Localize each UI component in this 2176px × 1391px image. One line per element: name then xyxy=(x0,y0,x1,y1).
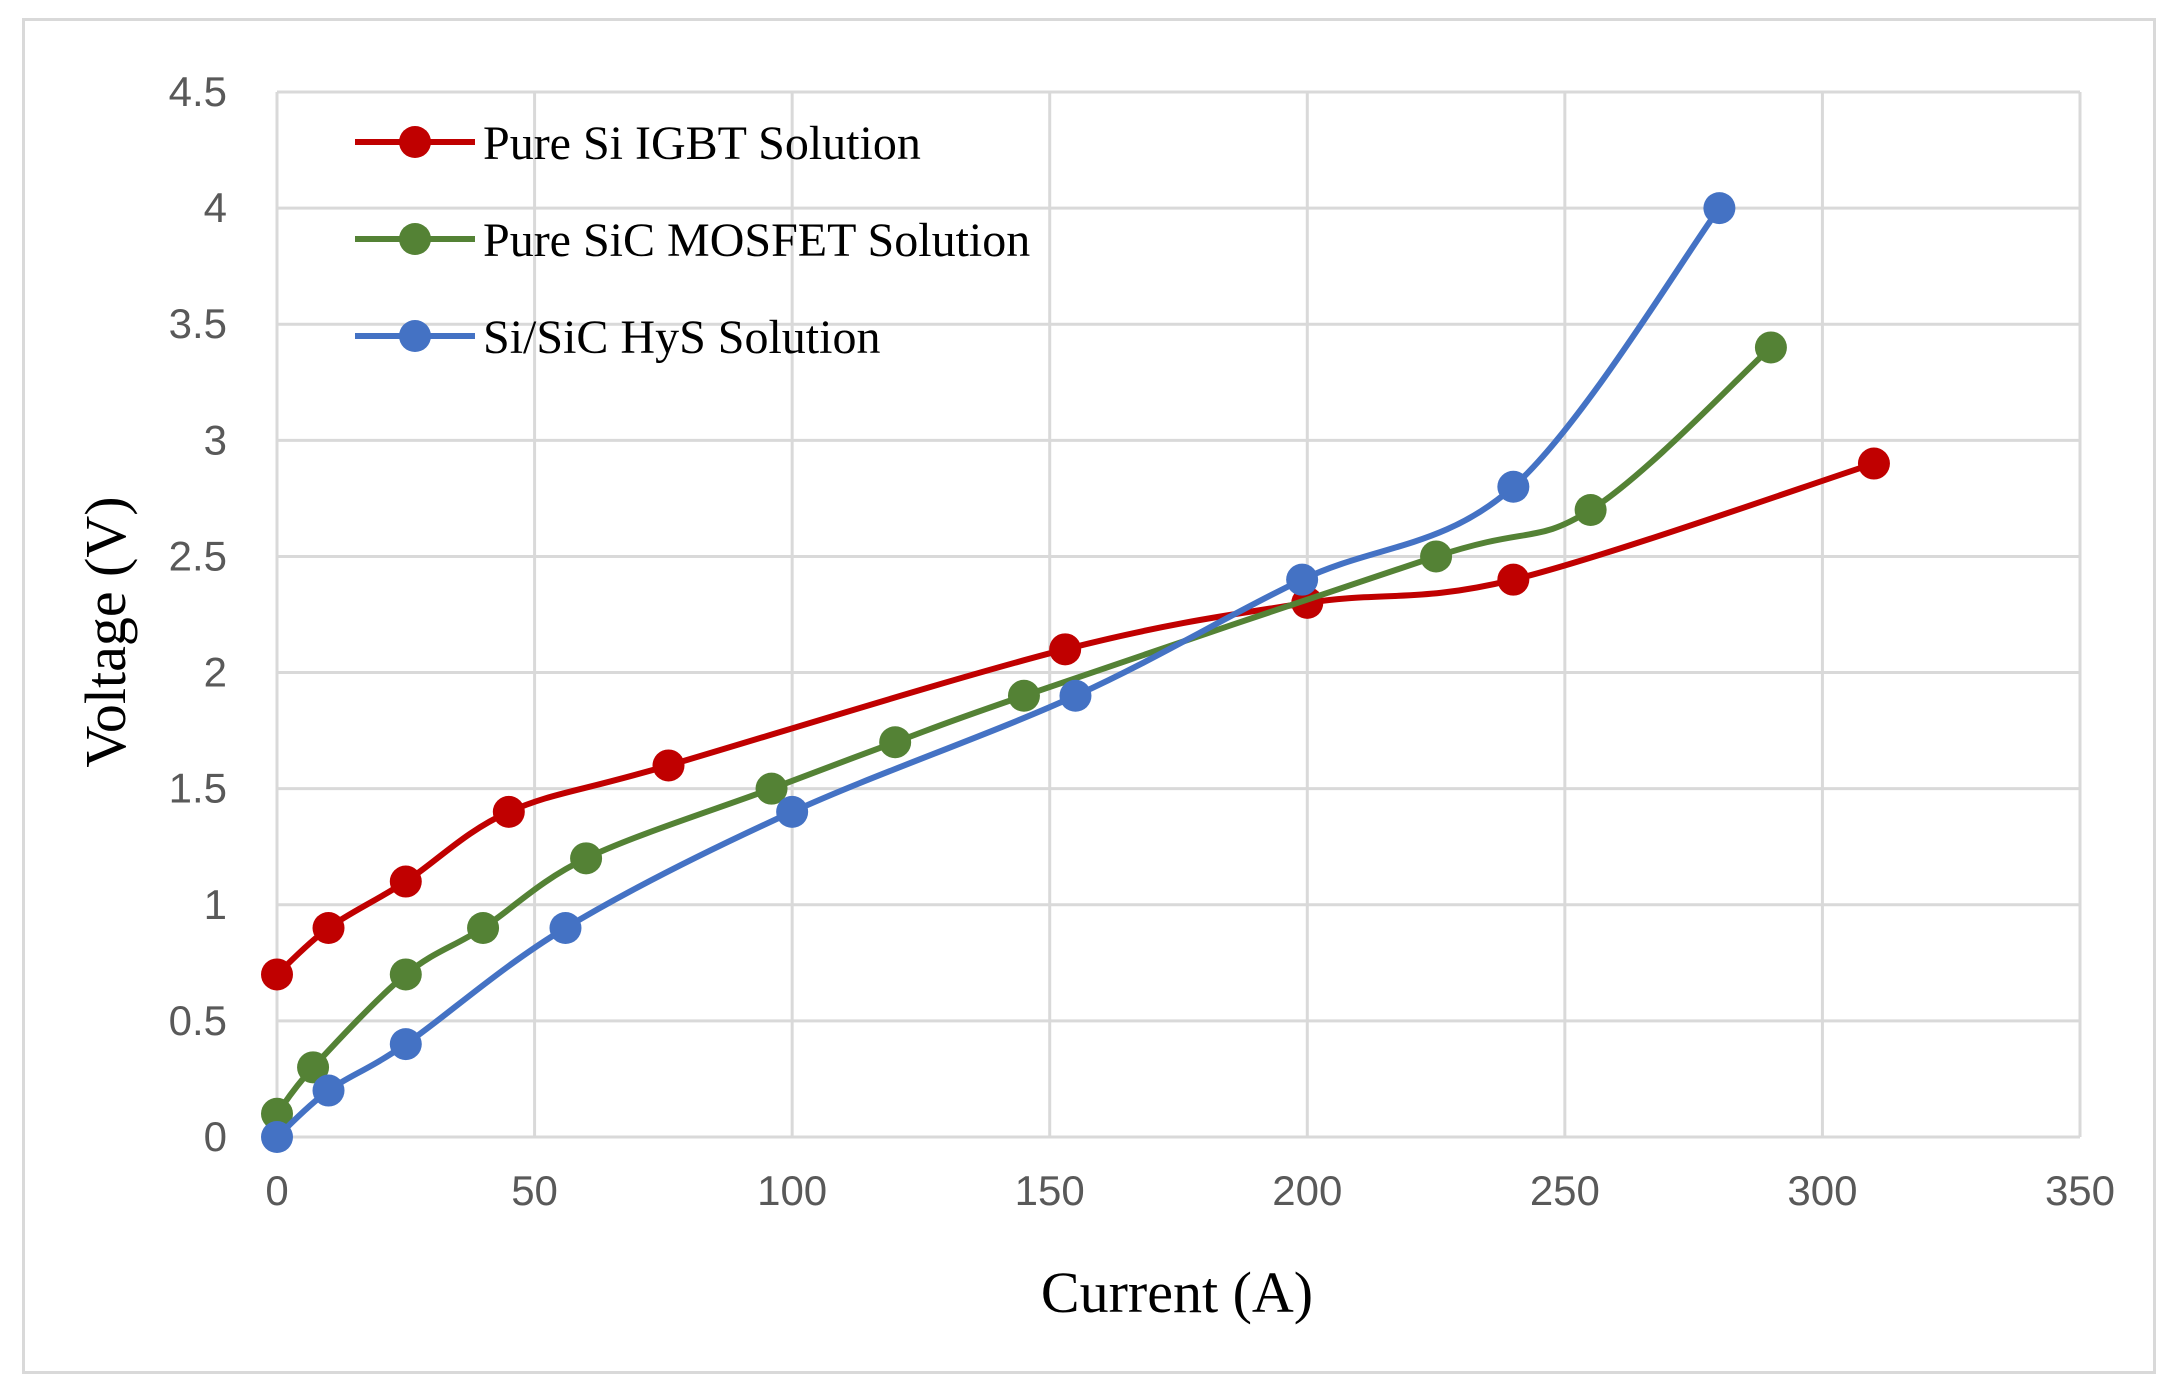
x-tick-label: 0 xyxy=(265,1167,288,1214)
legend-marker xyxy=(399,223,431,255)
y-tick-label: 3.5 xyxy=(169,300,227,347)
data-point xyxy=(493,796,525,828)
legend-entry-2: Pure SiC MOSFET Solution xyxy=(355,214,1030,267)
data-point xyxy=(390,1028,422,1060)
legend-marker xyxy=(399,320,431,352)
data-point xyxy=(549,912,581,944)
y-tick-label: 2.5 xyxy=(169,532,227,579)
data-point xyxy=(879,726,911,758)
x-tick-label: 250 xyxy=(1530,1167,1600,1214)
data-point xyxy=(1286,564,1318,596)
data-point xyxy=(1858,448,1890,480)
data-point xyxy=(1059,680,1091,712)
data-point xyxy=(653,749,685,781)
data-point xyxy=(390,958,422,990)
x-tick-label: 350 xyxy=(2045,1167,2115,1214)
y-axis-title: Voltage (V) xyxy=(73,496,138,767)
data-point xyxy=(467,912,499,944)
legend-label: Pure Si IGBT Solution xyxy=(483,117,921,170)
x-tick-label: 300 xyxy=(1787,1167,1857,1214)
x-tick-label: 50 xyxy=(511,1167,558,1214)
data-point xyxy=(313,912,345,944)
legend-label: Si/SiC HyS Solution xyxy=(483,311,880,364)
legend-label: Pure SiC MOSFET Solution xyxy=(483,214,1030,267)
data-point xyxy=(261,958,293,990)
legend: Pure Si IGBT Solution Pure SiC MOSFET Sol… xyxy=(355,117,1030,364)
legend-entry-3: Si/SiC HyS Solution xyxy=(355,311,880,364)
y-tick-label: 0.5 xyxy=(169,997,227,1044)
data-point xyxy=(1497,564,1529,596)
y-tick-label: 2 xyxy=(204,649,227,696)
legend-entry-1: Pure Si IGBT Solution xyxy=(355,117,921,170)
data-point xyxy=(1049,633,1081,665)
x-tick-label: 100 xyxy=(757,1167,827,1214)
series-2 xyxy=(261,331,1787,1129)
y-tick-label: 0 xyxy=(204,1113,227,1160)
data-point xyxy=(1420,540,1452,572)
data-point xyxy=(1008,680,1040,712)
data-point xyxy=(570,842,602,874)
data-point xyxy=(1497,471,1529,503)
line-chart: 0 0.5 1 1.5 2 2.5 3 3.5 4 4.5 0 50 100 150 200 250 300 35… xyxy=(0,0,2176,1391)
y-tick-label: 1.5 xyxy=(169,765,227,812)
x-tick-label: 150 xyxy=(1015,1167,1085,1214)
data-point xyxy=(1575,494,1607,526)
y-tick-label: 1 xyxy=(204,881,227,928)
data-point xyxy=(261,1121,293,1153)
series-line xyxy=(277,464,1874,975)
series-line xyxy=(277,347,1771,1113)
y-tick-label: 4 xyxy=(204,184,227,231)
x-axis-title: Current (A) xyxy=(1041,1260,1313,1325)
data-point xyxy=(776,796,808,828)
legend-marker xyxy=(399,126,431,158)
data-point xyxy=(1703,192,1735,224)
data-point xyxy=(1755,331,1787,363)
y-tick-label: 4.5 xyxy=(169,68,227,115)
x-tick-label: 200 xyxy=(1272,1167,1342,1214)
data-point xyxy=(390,866,422,898)
y-tick-label: 3 xyxy=(204,416,227,463)
data-point xyxy=(313,1075,345,1107)
